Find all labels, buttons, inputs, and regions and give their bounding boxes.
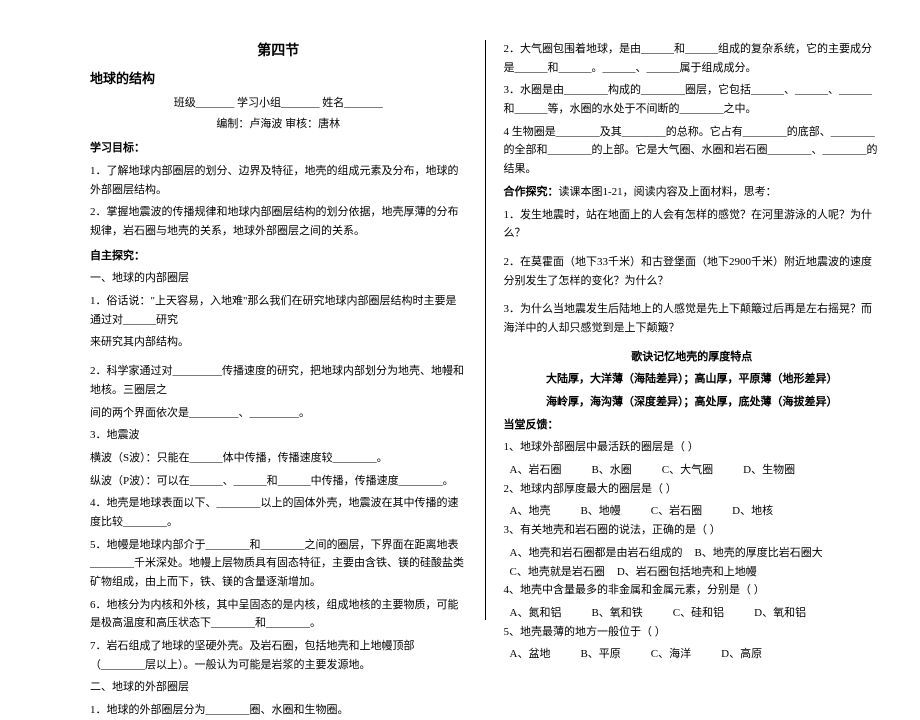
para-8: 1．地球的外部圈层分为________圈、水圈和生物圈。 <box>90 701 467 720</box>
para-2a: 2．科学家通过对_________传播速度的研究，把地球内部划分为地壳、地幔和地… <box>90 362 467 399</box>
para-2b: 间的两个界面依次是_________、_________。 <box>90 404 467 423</box>
feedback-q2-options: A、地壳 B、地幔 C、岩石圈 D、地核 <box>510 502 881 521</box>
question-1: 1．发生地震时，站在地面上的人会有怎样的感觉？在河里游泳的人呢？为什么？ <box>504 206 881 243</box>
opt-4d: D、氧和铝 <box>754 604 806 623</box>
feedback-q3: 3、有关地壳和岩石圈的说法，正确的是（ ） <box>504 521 881 540</box>
opt-4c: C、硅和铝 <box>673 604 724 623</box>
feedback-q5-options: A、盆地 B、平原 C、海洋 D、高原 <box>510 645 881 664</box>
para-1a: 1．俗话说："上天容易，入地难"那么我们在研究地球内部圈层结构时主要是通过对__… <box>90 292 467 329</box>
opt-2d: D、地核 <box>732 502 773 521</box>
right-column: 2．大气圈包围着地球，是由______和______组成的复杂系统，它的主要成分… <box>486 40 891 620</box>
para-3b: 纵波（P波）：可以在______、______和______中传播，传播速度__… <box>90 472 467 491</box>
opt-5a: A、盆地 <box>510 645 551 664</box>
opt-2b: B、地幔 <box>580 502 620 521</box>
feedback-q3-options-cd: C、地壳就是岩石圈 D、岩石圈包括地壳和上地幔 <box>510 563 881 582</box>
coop-intro: 读课本图1-21，阅读内容及上面材料，思考： <box>559 186 777 198</box>
feedback-q1: 1、地球外部圈层中最活跃的圈层是（ ） <box>504 438 881 457</box>
opt-1b: B、水圈 <box>591 461 631 480</box>
opt-4a: A、氮和铝 <box>510 604 562 623</box>
left-column: 第四节 地球的结构 班级_______ 学习小组_______ 姓名______… <box>80 40 486 620</box>
heading-goal: 学习目标： <box>90 139 467 158</box>
question-2: 2．在莫霍面（地下33千米）和古登堡面（地下2900千米）附近地震波的速度分别发… <box>504 253 881 290</box>
para-6: 6．地核分为内核和外核，其中呈固态的是内核，组成地核的主要物质，可能是极高温度和… <box>90 596 467 633</box>
opt-3d: D、岩石圈包括地壳和上地幔 <box>617 563 757 582</box>
opt-4b: B、氧和铁 <box>591 604 642 623</box>
para-5: 5．地幔是地球内部介于________和________之间的圈层，下界面在距离… <box>90 536 467 592</box>
feedback-q1-options: A、岩石圈 B、水圈 C、大气圈 D、生物圈 <box>510 461 881 480</box>
opt-5b: B、平原 <box>580 645 620 664</box>
opt-5d: D、高原 <box>721 645 762 664</box>
opt-3b: B、地壳的厚度比岩石圈大 <box>694 544 822 563</box>
r-para-4: 4 生物圈是________及其________的总称。它占有________的… <box>504 123 881 179</box>
opt-1d: D、生物圈 <box>743 461 795 480</box>
section-1-title: 一、地球的内部圈层 <box>90 269 467 288</box>
chapter-number: 第四节 <box>90 40 467 64</box>
goal-2: 2．掌握地震波的传播规律和地球内部圈层结构的划分依据，地壳厚薄的分布规律，岩石圈… <box>90 203 467 240</box>
para-4: 4．地壳是地球表面以下、________以上的固体外壳，地震波在其中传播的速度比… <box>90 494 467 531</box>
opt-1c: C、大气圈 <box>662 461 713 480</box>
opt-1a: A、岩石圈 <box>510 461 562 480</box>
page-title: 地球的结构 <box>90 68 467 90</box>
editor-info: 编制：卢海波 审核：唐林 <box>90 115 467 134</box>
mnemonic-line-2: 海岭厚，海沟薄（深度差异）；高处厚，底处薄（海拔差异） <box>504 393 881 412</box>
feedback-q2: 2、地球内部厚度最大的圈层是（ ） <box>504 480 881 499</box>
opt-2c: C、岩石圈 <box>651 502 702 521</box>
mnemonic-line-1: 大陆厚，大洋薄（海陆差异）；高山厚，平原薄（地形差异） <box>504 370 881 389</box>
heading-explore: 自主探究： <box>90 247 467 266</box>
heading-coop: 合作探究： <box>504 186 559 198</box>
feedback-q4-options: A、氮和铝 B、氧和铁 C、硅和铝 D、氧和铝 <box>510 604 881 623</box>
r-para-3: 3．水圈是由________构成的________圈层，它包括______、__… <box>504 81 881 118</box>
opt-5c: C、海洋 <box>651 645 691 664</box>
section-2-title: 二、地球的外部圈层 <box>90 678 467 697</box>
heading-feedback: 当堂反馈： <box>504 416 881 435</box>
feedback-q3-options-ab: A、地壳和岩石圈都是由岩石组成的 B、地壳的厚度比岩石圈大 <box>510 544 881 563</box>
opt-2a: A、地壳 <box>510 502 551 521</box>
feedback-q4: 4、地壳中含量最多的非金属和金属元素，分别是（ ） <box>504 581 881 600</box>
feedback-q5: 5、地壳最薄的地方一般位于（ ） <box>504 623 881 642</box>
opt-3a: A、地壳和岩石圈都是由岩石组成的 <box>510 544 683 563</box>
class-info: 班级_______ 学习小组_______ 姓名_______ <box>90 94 467 113</box>
para-7: 7．岩石组成了地球的坚硬外壳。及岩石圈，包括地壳和上地幔顶部（________层… <box>90 637 467 674</box>
goal-1: 1．了解地球内部圈层的划分、边界及特征，地壳的组成元素及分布，地球的外部圈层结构… <box>90 162 467 199</box>
para-3a: 横波（S波）：只能在______体中传播，传播速度较________。 <box>90 449 467 468</box>
r-para-2: 2．大气圈包围着地球，是由______和______组成的复杂系统，它的主要成分… <box>504 40 881 77</box>
para-3: 3．地震波 <box>90 426 467 445</box>
mnemonic-title: 歌诀记忆地壳的厚度特点 <box>504 348 881 367</box>
para-1b: 来研究其内部结构。 <box>90 333 467 352</box>
opt-3c: C、地壳就是岩石圈 <box>510 563 605 582</box>
question-3: 3．为什么当地震发生后陆地上的人感觉是先上下颠簸过后再是左右摇晃？而海洋中的人却… <box>504 300 881 337</box>
